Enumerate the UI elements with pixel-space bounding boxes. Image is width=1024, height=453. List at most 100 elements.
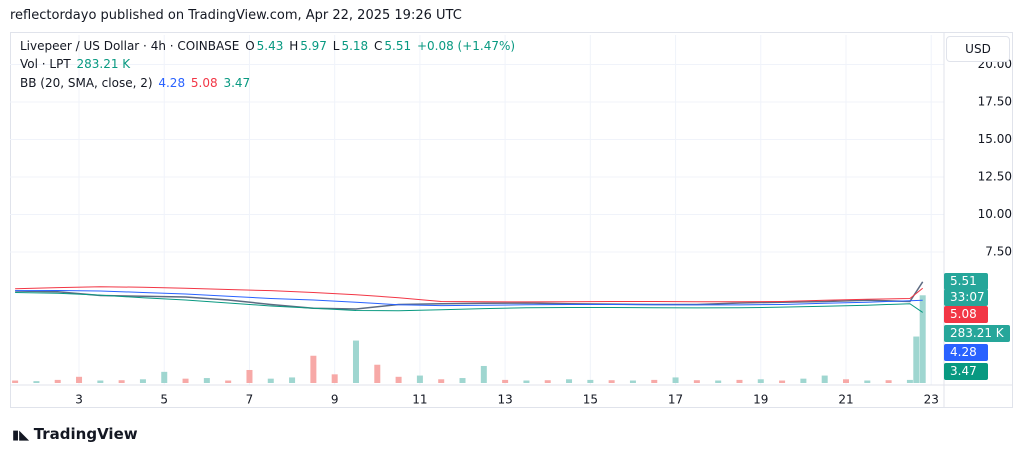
price-badge: 5.51 bbox=[944, 273, 988, 290]
volume-bar bbox=[352, 340, 359, 383]
bb-upper: 5.08 bbox=[190, 76, 218, 90]
bb-upper-badge: 5.08 bbox=[944, 306, 988, 323]
series-line bbox=[15, 286, 924, 303]
x-tick-label: 9 bbox=[331, 393, 339, 407]
volume-bar bbox=[182, 378, 189, 383]
x-tick-label: 13 bbox=[497, 393, 512, 407]
volume-bar bbox=[821, 375, 828, 383]
bb-basis-badge: 4.28 bbox=[944, 344, 988, 361]
volume-bar bbox=[651, 379, 658, 383]
ohlc-value: 5.18 bbox=[341, 39, 369, 53]
series-line bbox=[15, 291, 923, 313]
volume-badge: 283.21 K bbox=[944, 325, 1010, 342]
ohlc-key: H bbox=[289, 39, 299, 53]
volume-bar bbox=[842, 379, 849, 383]
volume-bar bbox=[566, 379, 573, 383]
volume-bar bbox=[225, 380, 232, 383]
volume-bar bbox=[906, 379, 913, 383]
brand: ▮◣ TradingView bbox=[12, 425, 138, 443]
volume-bar bbox=[864, 380, 871, 383]
volume bbox=[12, 295, 926, 383]
volume-bar bbox=[97, 380, 104, 383]
volume-bar bbox=[736, 379, 743, 383]
volume-bar bbox=[203, 378, 210, 383]
volume-bar bbox=[331, 374, 338, 383]
bb-lower: 3.47 bbox=[223, 76, 251, 90]
volume-bar bbox=[913, 336, 920, 383]
x-tick-label: 11 bbox=[412, 393, 427, 407]
volume-bar bbox=[118, 380, 125, 383]
volume-bar bbox=[12, 380, 19, 383]
volume-bar bbox=[416, 375, 423, 383]
volume-bar bbox=[587, 379, 594, 383]
publish-line: reflectordayo published on TradingView.c… bbox=[10, 8, 462, 23]
volume-bar bbox=[693, 380, 700, 383]
ohlc-value: 5.43 bbox=[256, 39, 284, 53]
volume-bar bbox=[779, 380, 786, 383]
volume-bar bbox=[310, 355, 317, 383]
bb-lower-badge: 3.47 bbox=[944, 363, 988, 380]
volume-value: 283.21 K bbox=[76, 57, 131, 71]
volume-bar bbox=[919, 295, 926, 383]
y-tick-label: 10.00 bbox=[978, 207, 1012, 221]
volume-bar bbox=[54, 379, 61, 383]
bb-label: BB (20, SMA, close, 2) bbox=[20, 76, 153, 90]
series-line bbox=[15, 281, 924, 310]
volume-bar bbox=[289, 377, 296, 383]
volume-bar bbox=[374, 364, 381, 383]
ohlc-key: O bbox=[245, 39, 255, 53]
ohlc-key: C bbox=[374, 39, 383, 53]
volume-bar bbox=[608, 380, 615, 383]
volume-bar bbox=[480, 365, 487, 383]
volume-bar bbox=[267, 378, 274, 383]
volume-bar bbox=[161, 371, 168, 383]
volume-bar bbox=[715, 380, 722, 383]
y-tick-label: 15.00 bbox=[978, 132, 1012, 146]
volume-bar bbox=[523, 380, 530, 383]
ohlc-value: 5.51 bbox=[384, 39, 412, 53]
legend-row: Vol · LPT 283.21 K bbox=[20, 57, 132, 71]
x-tick-label: 23 bbox=[924, 393, 939, 407]
x-tick-label: 19 bbox=[753, 393, 768, 407]
x-tick-label: 5 bbox=[160, 393, 168, 407]
chart-frame bbox=[10, 32, 1013, 408]
volume-bar bbox=[459, 378, 466, 383]
x-tick-label: 7 bbox=[246, 393, 254, 407]
volume-bar bbox=[246, 369, 253, 383]
brand-text: TradingView bbox=[33, 425, 138, 443]
grid bbox=[10, 35, 944, 385]
symbol: Livepeer / US Dollar · 4h · COINBASE bbox=[20, 39, 240, 53]
volume-bar bbox=[76, 376, 83, 383]
x-tick-label: 3 bbox=[75, 393, 83, 407]
currency-button[interactable]: USD bbox=[946, 36, 1010, 62]
ohlc-key: L bbox=[332, 39, 340, 53]
lines bbox=[15, 281, 924, 313]
y-tick-label: 17.50 bbox=[978, 95, 1012, 109]
volume-bar bbox=[800, 378, 807, 383]
x-tick-label: 17 bbox=[668, 393, 683, 407]
countdown: 33:07 bbox=[944, 289, 988, 306]
bb-basis: 4.28 bbox=[158, 76, 186, 90]
volume-label: Vol · LPT bbox=[20, 57, 71, 71]
volume-bar bbox=[139, 379, 146, 383]
x-tick-label: 21 bbox=[838, 393, 853, 407]
volume-bar bbox=[544, 380, 551, 383]
volume-bar bbox=[502, 379, 509, 383]
volume-bar bbox=[885, 380, 892, 383]
volume-bar bbox=[672, 377, 679, 383]
volume-bar bbox=[629, 380, 636, 383]
change: +0.08 (+1.47%) bbox=[416, 39, 516, 53]
series-line bbox=[15, 290, 923, 307]
volume-bar bbox=[395, 376, 402, 383]
volume-bar bbox=[438, 379, 445, 383]
legend-row: BB (20, SMA, close, 2) 4.28 5.08 3.47 bbox=[20, 76, 252, 90]
volume-bar bbox=[757, 379, 764, 383]
y-tick-label: 7.50 bbox=[985, 244, 1012, 258]
y-tick-label: 12.50 bbox=[978, 170, 1012, 184]
x-tick-label: 15 bbox=[583, 393, 598, 407]
volume-bar bbox=[33, 381, 40, 383]
legend-row: Livepeer / US Dollar · 4h · COINBASE O 5.… bbox=[20, 39, 517, 53]
